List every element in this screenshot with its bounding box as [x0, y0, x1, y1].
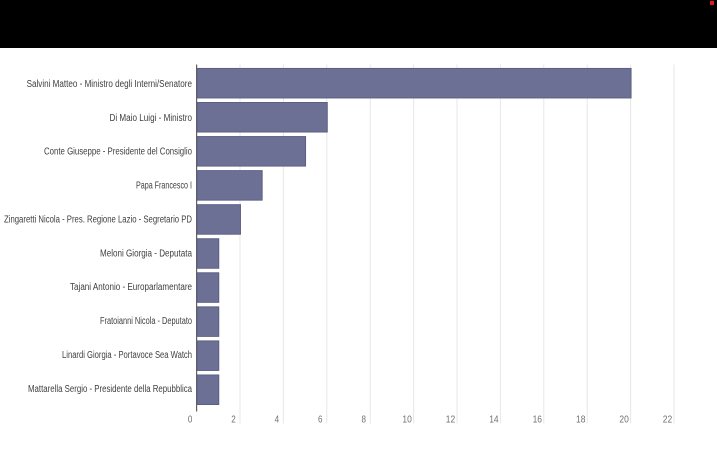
svg-text:18: 18	[576, 414, 586, 425]
svg-text:10: 10	[402, 414, 412, 425]
svg-text:Zingaretti Nicola - Pres. Regi: Zingaretti Nicola - Pres. Regione Lazio …	[4, 214, 192, 225]
svg-text:Mattarella Sergio - Presidente: Mattarella Sergio - Presidente della Rep…	[28, 384, 192, 395]
svg-text:Conte Giuseppe - Presidente de: Conte Giuseppe - Presidente del Consigli…	[44, 147, 192, 158]
svg-text:Meloni Giorgia - Deputata: Meloni Giorgia - Deputata	[100, 248, 192, 259]
svg-text:4: 4	[275, 414, 280, 425]
svg-text:12: 12	[446, 414, 456, 425]
svg-text:22: 22	[663, 414, 673, 425]
svg-text:6: 6	[318, 414, 323, 425]
svg-text:2: 2	[231, 414, 236, 425]
svg-text:Di Maio Luigi - Ministro: Di Maio Luigi - Ministro	[110, 113, 193, 124]
svg-text:Tajani Antonio - Europarlament: Tajani Antonio - Europarlamentare	[70, 282, 192, 293]
svg-text:Papa Francesco I: Papa Francesco I	[136, 181, 192, 192]
svg-text:20: 20	[619, 414, 629, 425]
svg-text:8: 8	[361, 414, 366, 425]
svg-text:14: 14	[489, 414, 499, 425]
svg-text:0: 0	[188, 414, 193, 425]
svg-text:Fratoianni Nicola - Deputato: Fratoianni Nicola - Deputato	[100, 316, 192, 327]
svg-text:16: 16	[533, 414, 543, 425]
svg-text:Linardi Giorgia - Portavoce Se: Linardi Giorgia - Portavoce Sea Watch	[62, 350, 192, 361]
svg-text:Salvini Matteo - Ministro degl: Salvini Matteo - Ministro degli Interni/…	[27, 79, 193, 90]
